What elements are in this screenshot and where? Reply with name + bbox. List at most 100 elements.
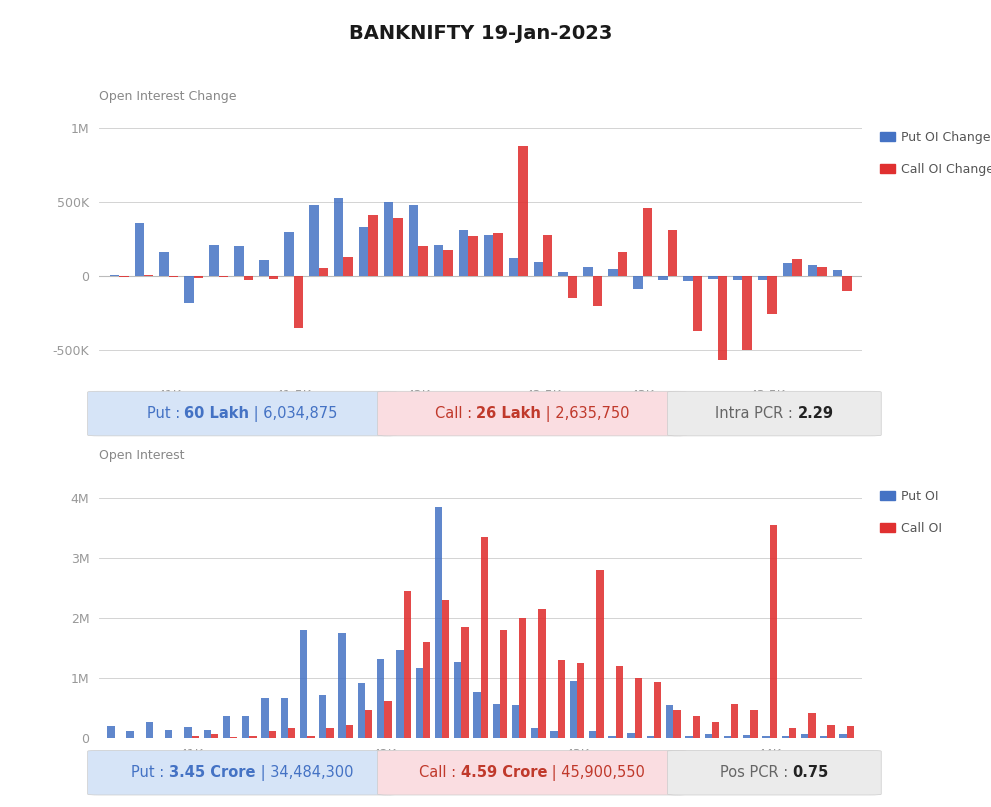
Bar (339, 633, 346, 738)
Bar (550, 730, 558, 738)
Bar (494, 233, 502, 276)
Bar (842, 276, 851, 291)
Bar (307, 736, 314, 738)
Bar (717, 276, 727, 360)
Bar (359, 228, 369, 276)
Bar (743, 735, 750, 738)
Bar (184, 727, 191, 738)
Text: BANKNIFTY 19-Jan-2023: BANKNIFTY 19-Jan-2023 (349, 24, 612, 44)
Bar (762, 736, 770, 738)
Bar (260, 261, 269, 276)
Bar (633, 276, 643, 289)
Text: 26 Lakh: 26 Lakh (477, 406, 541, 421)
Bar (288, 728, 295, 738)
Bar (558, 660, 565, 738)
Bar (334, 198, 344, 276)
Bar (658, 276, 668, 280)
Bar (442, 600, 450, 738)
Bar (358, 684, 365, 738)
FancyBboxPatch shape (378, 751, 687, 795)
Bar (801, 734, 809, 738)
Text: Call :: Call : (419, 765, 461, 780)
Bar (839, 734, 846, 738)
Bar (635, 679, 642, 738)
Bar (160, 253, 168, 276)
Bar (250, 736, 257, 738)
Bar (168, 276, 178, 278)
Text: | 45,900,550: | 45,900,550 (547, 765, 645, 780)
Bar (570, 681, 577, 738)
Bar (209, 245, 219, 276)
Bar (244, 276, 254, 280)
Bar (511, 705, 519, 738)
Bar (234, 246, 244, 276)
Text: Open Interest: Open Interest (99, 449, 184, 462)
Bar (827, 725, 834, 738)
Bar (568, 276, 578, 298)
Bar (269, 730, 275, 738)
Bar (211, 734, 218, 738)
Bar (809, 713, 816, 738)
Bar (832, 270, 842, 276)
Bar (683, 276, 693, 281)
Bar (184, 276, 194, 303)
Bar (403, 592, 411, 738)
Bar (110, 274, 119, 276)
Bar (577, 663, 585, 738)
Bar (782, 736, 789, 738)
X-axis label: Strike: Strike (463, 767, 498, 780)
Bar (723, 736, 731, 738)
Bar (434, 245, 443, 276)
FancyBboxPatch shape (668, 391, 881, 436)
Bar (508, 257, 518, 276)
Bar (808, 265, 818, 276)
Bar (280, 697, 288, 738)
Bar (731, 704, 738, 738)
Bar (519, 618, 526, 738)
Text: | 6,034,875: | 6,034,875 (250, 406, 338, 421)
Bar (617, 252, 627, 276)
Bar (499, 630, 507, 738)
Bar (344, 257, 353, 276)
Bar (127, 731, 134, 738)
Bar (135, 223, 144, 276)
Bar (712, 721, 719, 738)
Bar (793, 259, 802, 276)
Bar (443, 250, 453, 276)
Bar (627, 733, 635, 738)
Bar (242, 716, 250, 738)
FancyBboxPatch shape (87, 391, 396, 436)
Bar (284, 232, 293, 276)
Bar (462, 627, 469, 738)
FancyBboxPatch shape (87, 751, 396, 795)
Text: Put :: Put : (147, 406, 184, 421)
Text: 3.45 Crore: 3.45 Crore (169, 765, 256, 780)
Bar (493, 705, 499, 738)
Bar (647, 736, 654, 738)
Bar (454, 662, 462, 738)
Text: | 34,484,300: | 34,484,300 (256, 765, 353, 780)
Bar (415, 667, 423, 738)
Bar (384, 203, 393, 276)
Bar (559, 272, 568, 276)
Bar (396, 650, 403, 738)
Bar (365, 709, 373, 738)
Text: 4.59 Crore: 4.59 Crore (461, 765, 547, 780)
Bar (393, 219, 402, 276)
Bar (318, 268, 328, 276)
Bar (615, 667, 623, 738)
Bar (326, 728, 334, 738)
Bar (309, 205, 318, 276)
Bar (423, 642, 430, 738)
Bar (543, 235, 552, 276)
FancyBboxPatch shape (668, 751, 881, 795)
Legend: Put OI Change, Call OI Change: Put OI Change, Call OI Change (876, 128, 991, 179)
Legend: Put OI, Call OI: Put OI, Call OI (876, 487, 945, 538)
FancyBboxPatch shape (378, 391, 687, 436)
Bar (584, 267, 593, 276)
Bar (293, 276, 303, 328)
Bar (742, 276, 752, 349)
Bar (409, 205, 418, 276)
Bar (165, 730, 172, 738)
Bar (597, 571, 604, 738)
